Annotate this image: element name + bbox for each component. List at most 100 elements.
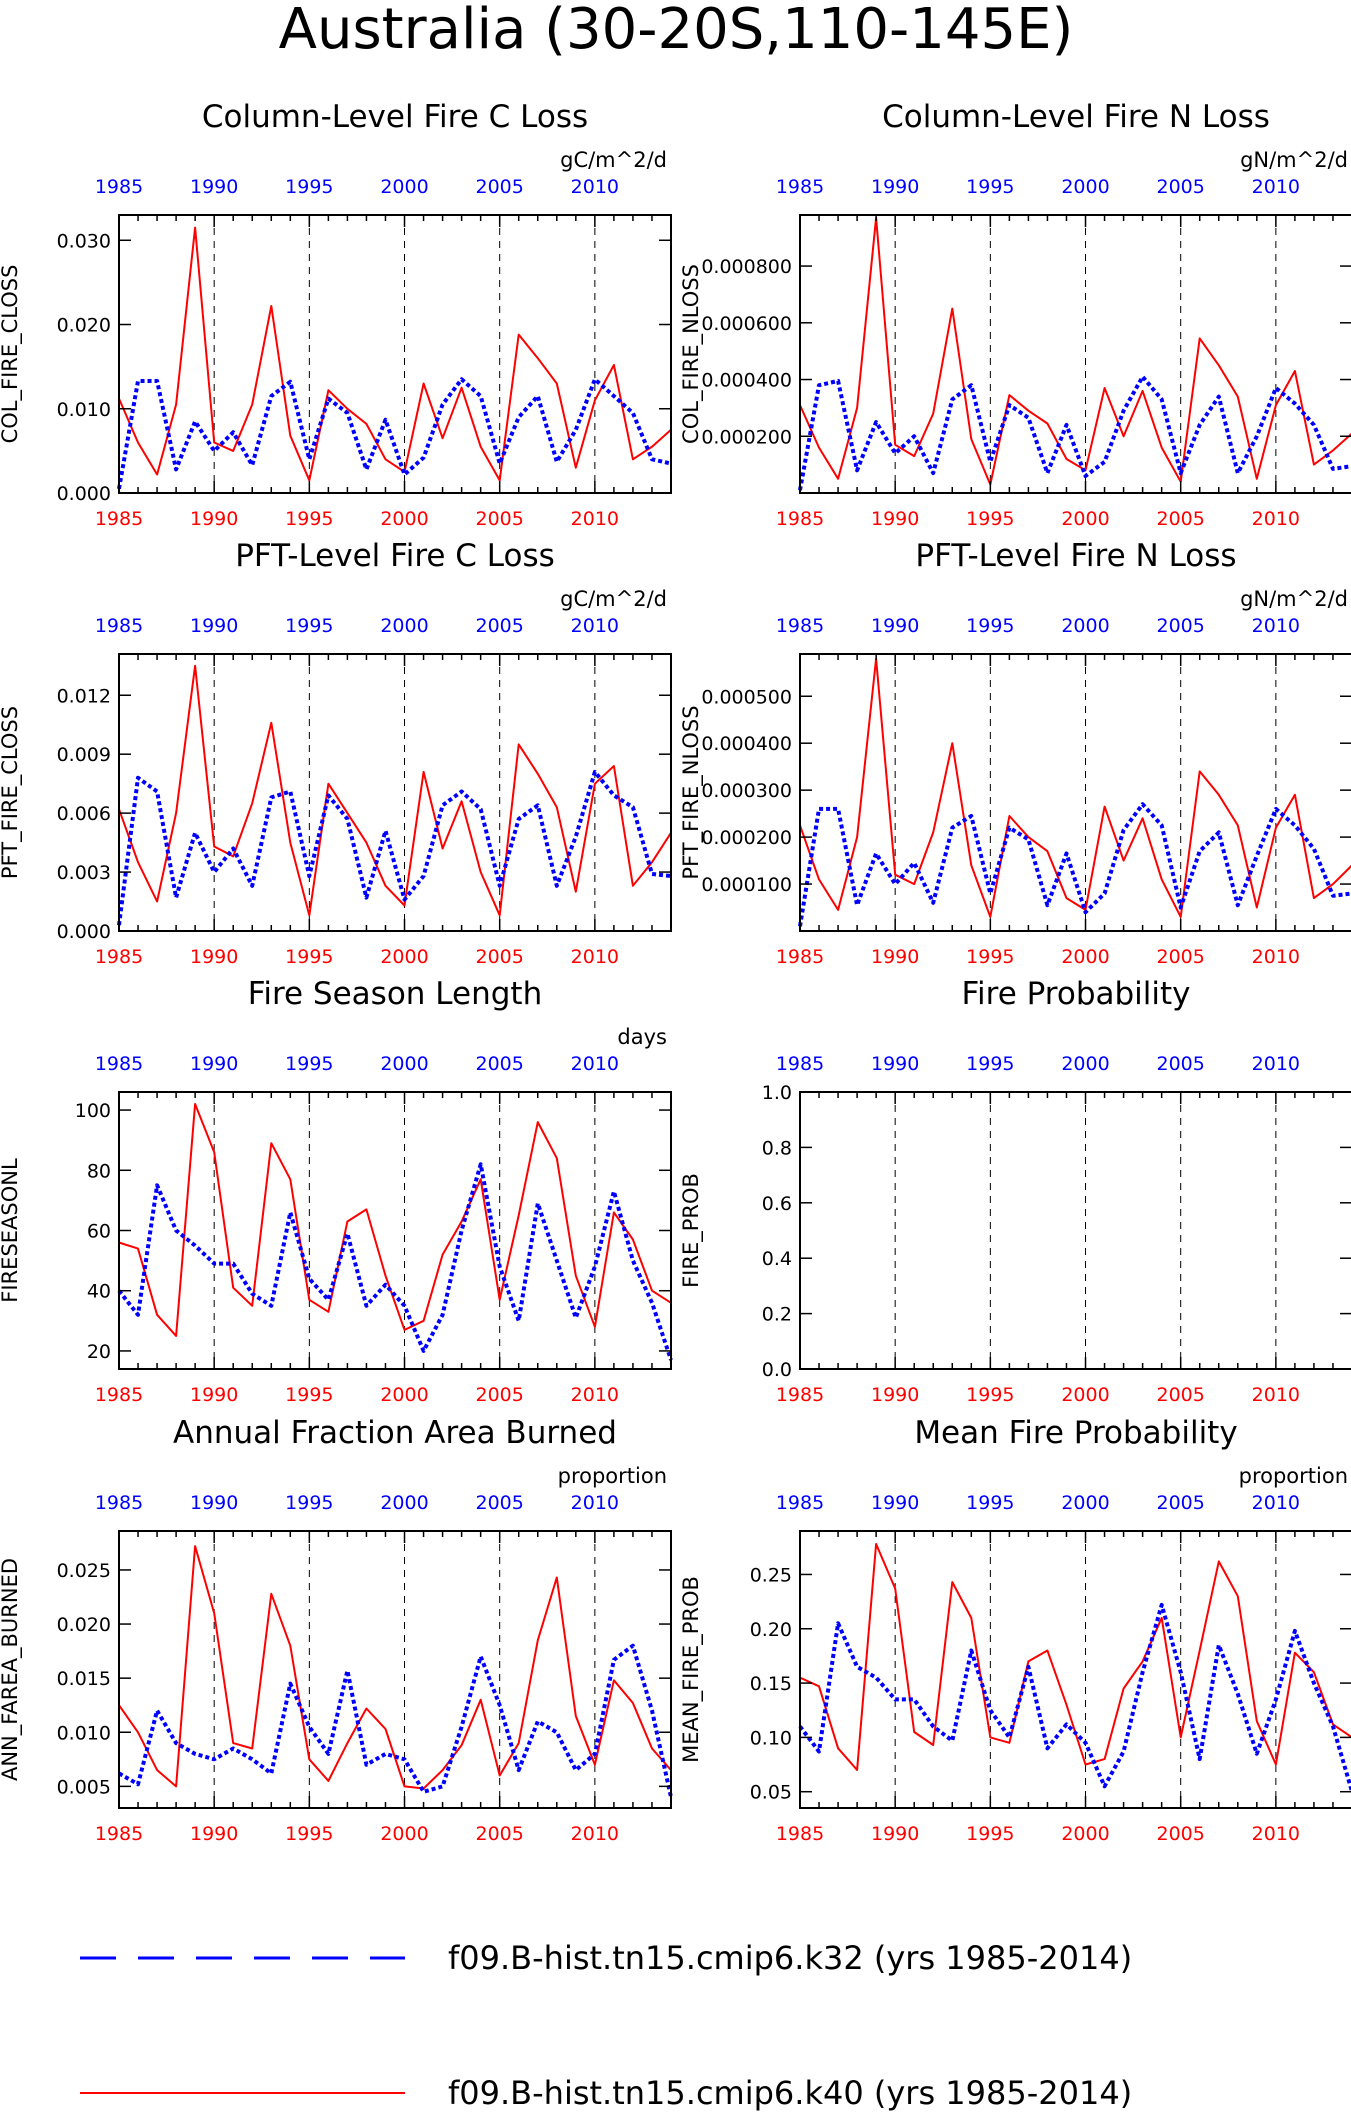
- series-line-f09.B-hist.tn15.cmip6.k32: [798, 802, 1351, 927]
- y-tick-label: 0.000300: [701, 780, 792, 802]
- y-tick-label: 0.000200: [701, 426, 792, 448]
- x-tick-label-top: 1995: [966, 1492, 1014, 1514]
- x-tick-label-bottom: 1985: [776, 508, 824, 530]
- panel-7: Annual Fraction Area Burned proportion ANN…: [0, 1415, 673, 1845]
- x-tick-label-top: 2000: [1061, 1053, 1109, 1075]
- units-label: gN/m^2/d: [1240, 587, 1348, 611]
- y-tick-label: 0.000200: [701, 827, 792, 849]
- x-tick-label-bottom: 2005: [1157, 508, 1205, 530]
- series-line-f09.B-hist.tn15.cmip6.k32: [117, 1162, 673, 1361]
- units-label: days: [617, 1025, 667, 1049]
- x-tick-label-bottom: 1990: [871, 1823, 919, 1845]
- y-tick-label: 80: [87, 1160, 111, 1182]
- x-tick-label-top: 2010: [571, 1053, 619, 1075]
- x-tick-label-bottom: 2000: [380, 946, 428, 968]
- x-tick-label-bottom: 2000: [380, 1823, 428, 1845]
- x-tick-label-bottom: 2010: [571, 508, 619, 530]
- x-tick-label-top: 2005: [1157, 615, 1205, 637]
- y-tick-label: 0.010: [57, 1722, 111, 1744]
- x-tick-label-bottom: 1990: [190, 508, 238, 530]
- legend-k32-label: f09.B-hist.tn15.cmip6.k32 (yrs 1985-2014…: [448, 1939, 1132, 1977]
- series-line-f09.B-hist.tn15.cmip6.k32: [798, 1602, 1351, 1793]
- x-tick-label-top: 2000: [380, 176, 428, 198]
- x-tick-label-top: 1995: [966, 1053, 1014, 1075]
- plot-frame: [118, 214, 672, 494]
- panel-title: Mean Fire Probability: [914, 1415, 1237, 1451]
- x-tick-label-bottom: 2000: [1061, 508, 1109, 530]
- series-line-f09.B-hist.tn15.cmip6.k40: [799, 216, 1351, 486]
- plot-frame: [118, 653, 672, 932]
- y-tick-label: 0.0: [762, 1359, 792, 1381]
- x-tick-label-bottom: 1985: [95, 1384, 143, 1406]
- y-tick-label: 0.003: [57, 862, 111, 884]
- y-axis-label: PFT_FIRE_NLOSS: [679, 705, 704, 879]
- x-tick-label-top: 2010: [1252, 1492, 1300, 1514]
- y-tick-label: 0.2: [762, 1304, 792, 1326]
- y-axis-label: FIRESEASONL: [0, 1158, 22, 1303]
- x-tick-label-top: 2000: [380, 1492, 428, 1514]
- x-tick-label-top: 2010: [571, 615, 619, 637]
- x-tick-label-bottom: 1990: [190, 1384, 238, 1406]
- series-line-f09.B-hist.tn15.cmip6.k32: [117, 377, 672, 490]
- y-axis-label: MEAN_FIRE_PROB: [679, 1576, 704, 1763]
- x-tick-label-bottom: 1985: [776, 946, 824, 968]
- figure-title: Australia (30-20S,110-145E): [279, 0, 1074, 62]
- y-tick-label: 0.020: [57, 315, 111, 337]
- x-tick-label-top: 2000: [1061, 176, 1109, 198]
- x-tick-label-top: 1985: [95, 176, 143, 198]
- x-tick-label-bottom: 2005: [1157, 1384, 1205, 1406]
- y-tick-label: 0.4: [762, 1248, 792, 1270]
- x-tick-label-top: 2010: [1252, 615, 1300, 637]
- x-tick-label-bottom: 1995: [285, 946, 333, 968]
- x-tick-label-bottom: 2010: [1252, 1384, 1300, 1406]
- x-tick-label-bottom: 1990: [871, 508, 919, 530]
- series-line-f09.B-hist.tn15.cmip6.k40: [118, 1103, 672, 1337]
- x-tick-label-top: 1985: [776, 176, 824, 198]
- x-tick-label-top: 2010: [1252, 1053, 1300, 1075]
- panel-title: Column-Level Fire C Loss: [202, 99, 588, 135]
- x-tick-label-top: 1995: [285, 615, 333, 637]
- y-tick-label: 0.20: [750, 1619, 792, 1641]
- y-tick-label: 0.015: [57, 1668, 111, 1690]
- x-tick-label-bottom: 1990: [871, 946, 919, 968]
- y-tick-label: 0.025: [57, 1560, 111, 1582]
- units-label: gN/m^2/d: [1240, 148, 1348, 172]
- x-tick-label-bottom: 1985: [776, 1384, 824, 1406]
- x-tick-label-top: 2000: [1061, 615, 1109, 637]
- x-tick-label-bottom: 2010: [1252, 946, 1300, 968]
- y-tick-label: 0.6: [762, 1193, 792, 1215]
- units-label: gC/m^2/d: [560, 148, 667, 172]
- units-label: proportion: [558, 1464, 667, 1488]
- panel-title: Column-Level Fire N Loss: [882, 99, 1270, 135]
- x-tick-label-bottom: 2005: [1157, 946, 1205, 968]
- x-tick-label-bottom: 1995: [285, 508, 333, 530]
- y-tick-label: 0.000: [57, 921, 111, 943]
- x-tick-label-bottom: 1985: [95, 946, 143, 968]
- panel-6: Fire Probability FIRE_PROB 1985 1985 1990 199…: [679, 976, 1351, 1406]
- panel-title: PFT-Level Fire N Loss: [915, 538, 1236, 574]
- x-tick-label-top: 1985: [95, 615, 143, 637]
- x-tick-label-top: 1985: [95, 1492, 143, 1514]
- series-line-f09.B-hist.tn15.cmip6.k32: [117, 769, 672, 926]
- y-tick-label: 100: [75, 1100, 111, 1122]
- y-tick-label: 0.010: [57, 399, 111, 421]
- panel-5: Fire Season Length days FIRESEASONL 1985 198…: [0, 976, 673, 1406]
- y-tick-label: 0.006: [57, 803, 111, 825]
- plot-frame: [799, 653, 1351, 932]
- x-tick-label-bottom: 2010: [571, 1823, 619, 1845]
- y-tick-label: 0.005: [57, 1776, 111, 1798]
- y-tick-label: 0.030: [57, 230, 111, 252]
- x-tick-label-top: 2005: [1157, 176, 1205, 198]
- x-tick-label-bottom: 1995: [966, 508, 1014, 530]
- panel-2: Column-Level Fire N Loss gN/m^2/d COL_FIRE…: [679, 99, 1351, 530]
- x-tick-label-top: 1995: [966, 176, 1014, 198]
- legend: f09.B-hist.tn15.cmip6.k32 (yrs 1985-2014…: [80, 1939, 1132, 2112]
- x-tick-label-top: 2000: [380, 615, 428, 637]
- x-tick-label-top: 1985: [776, 1053, 824, 1075]
- x-tick-label-top: 2005: [476, 615, 524, 637]
- x-tick-label-bottom: 2005: [476, 1823, 524, 1845]
- x-tick-label-bottom: 2000: [380, 508, 428, 530]
